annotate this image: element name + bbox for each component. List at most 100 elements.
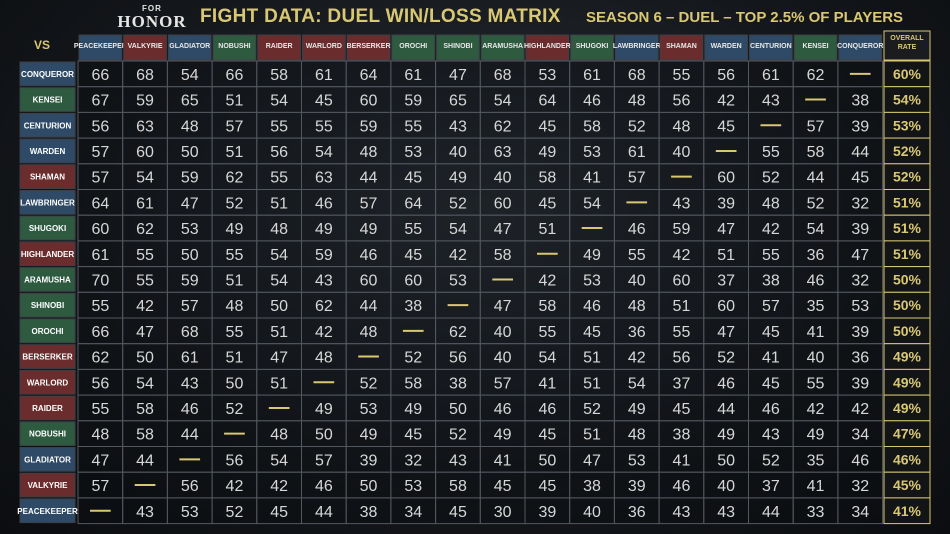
- cell-value: 55: [91, 401, 109, 418]
- cell-value: 40: [449, 144, 467, 161]
- cell-value: 48: [360, 324, 378, 341]
- overall-value: 50%: [893, 323, 922, 339]
- row-header: [19, 164, 76, 190]
- matrix-cell: [792, 240, 839, 268]
- cell-value: 57: [360, 195, 378, 212]
- cell-value: 42: [762, 221, 780, 238]
- cell-value: 51: [673, 298, 691, 315]
- matrix-cell: [435, 163, 481, 191]
- row-header: [19, 318, 76, 344]
- cell-value: 45: [762, 324, 780, 341]
- overall-header-line2: RATE: [898, 44, 917, 51]
- cell-value: 54: [315, 144, 333, 161]
- cell-value: 51: [270, 195, 288, 212]
- cell-value: 38: [583, 478, 601, 495]
- cell-value: 49: [315, 401, 333, 418]
- matrix-cell: [211, 240, 258, 268]
- matrix-cell: [122, 317, 168, 345]
- matrix-cell: [390, 394, 437, 422]
- cell-value: 40: [494, 170, 512, 187]
- cell-value: 57: [762, 298, 780, 315]
- row-header: [19, 61, 76, 87]
- cell-value: 38: [404, 298, 422, 315]
- cell-value: 54: [270, 272, 288, 289]
- cell-value: 47: [136, 324, 154, 341]
- overall-value: 60%: [893, 66, 922, 82]
- cell-value: 49: [404, 401, 422, 418]
- overall-value: 46%: [893, 451, 922, 467]
- cell-value: 51: [583, 427, 601, 444]
- cell-value: 61: [136, 195, 154, 212]
- matrix-cell: [748, 214, 794, 242]
- matrix-cell: [658, 317, 705, 345]
- cell-value: 42: [807, 401, 825, 418]
- cell-value: 39: [851, 221, 869, 238]
- matrix-cell: [77, 60, 124, 88]
- matrix-cell: [390, 368, 437, 396]
- cell-value: 55: [270, 170, 288, 187]
- matrix-cell: [122, 394, 168, 422]
- cell-value: 53: [851, 298, 869, 315]
- matrix-cell: [211, 471, 258, 499]
- cell-value: 54: [136, 170, 154, 187]
- logo-main-text: HONOR: [117, 12, 187, 31]
- cell-value: 46: [583, 298, 601, 315]
- cell-value: 43: [762, 93, 780, 110]
- matrix-cell: [479, 446, 526, 473]
- cell-value: 40: [673, 144, 691, 161]
- cell-value: 52: [628, 118, 646, 135]
- cell-value: 45: [270, 504, 288, 521]
- matrix-cell: [703, 420, 749, 447]
- cell-value: 47: [494, 298, 512, 315]
- overall-cell: [883, 137, 931, 165]
- cell-value: 59: [181, 170, 199, 187]
- column-header: [793, 34, 838, 61]
- cell-value: 56: [226, 452, 244, 469]
- matrix-cell: [345, 497, 392, 525]
- cell-value: 50: [181, 247, 199, 264]
- cell-value: 36: [807, 247, 825, 264]
- matrix-cell: [166, 163, 213, 191]
- cell-value: 49: [360, 427, 378, 444]
- cell-value: 59: [136, 93, 154, 110]
- column-header-label: RAIDER: [266, 43, 293, 50]
- overall-cell: [883, 111, 931, 139]
- cell-value: 53: [404, 478, 422, 495]
- cell-value: 52: [226, 401, 244, 418]
- cell-value: 58: [494, 247, 512, 264]
- cell-value: 63: [315, 170, 333, 187]
- cell-value: 62: [226, 170, 244, 187]
- cell-value: 58: [404, 375, 422, 392]
- row-header-label: BERSERKER: [22, 353, 72, 362]
- cell-value: 46: [538, 401, 556, 418]
- cell-value: 32: [404, 452, 422, 469]
- matrix-cell: [390, 137, 437, 165]
- matrix-cell: [748, 291, 794, 319]
- matrix-cell: [301, 497, 347, 525]
- cell-value: 43: [449, 452, 467, 469]
- column-header: [704, 34, 748, 61]
- matrix-cell: [77, 394, 124, 422]
- matrix-cell: [569, 137, 615, 165]
- cell-value: 32: [851, 195, 869, 212]
- cell-value: 56: [673, 350, 691, 367]
- overall-value: 50%: [893, 271, 922, 287]
- cell-value: 43: [181, 375, 199, 392]
- matrix-cell: [524, 368, 571, 396]
- column-header-label: SHUGOKI: [576, 43, 609, 50]
- cell-value: 48: [226, 298, 244, 315]
- cell-value: 56: [717, 67, 735, 84]
- cell-value: 43: [449, 118, 467, 135]
- matrix-cell: [77, 497, 124, 525]
- matrix-cell: [122, 291, 168, 319]
- matrix-cell: [390, 291, 437, 319]
- cell-value: 66: [226, 67, 244, 84]
- cell-value: 55: [673, 67, 691, 84]
- cell-value: 51: [226, 144, 244, 161]
- cell-value: 39: [538, 504, 556, 521]
- overall-value: 41%: [893, 503, 922, 519]
- matrix-cell: [211, 317, 258, 345]
- matrix-cell: [524, 111, 571, 139]
- cell-value: 54: [628, 375, 646, 392]
- row-header: [19, 292, 76, 318]
